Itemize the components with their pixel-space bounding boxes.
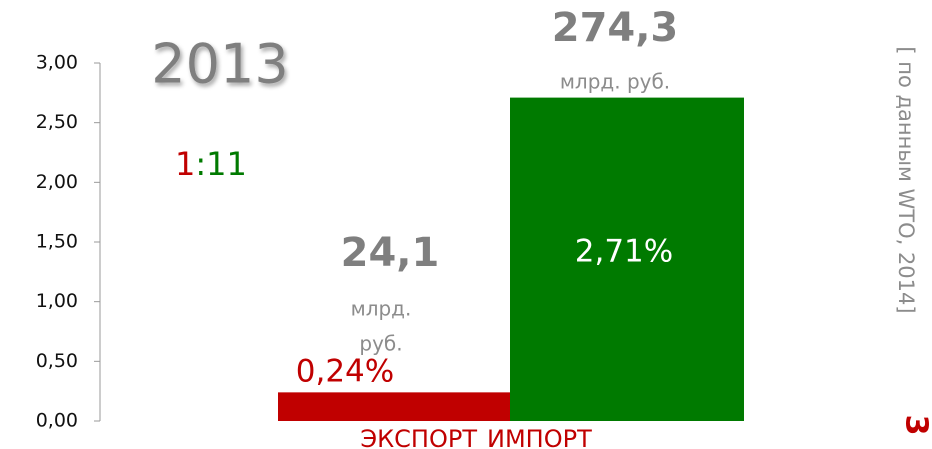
export-unit: млрд. (351, 297, 412, 321)
ratio-right: :11 (195, 145, 247, 183)
y-tick-label: 2,00 (36, 171, 78, 193)
canvas: 2013 1:11 24,1 млрд. руб. 274,3 млрд. ру… (36, 5, 932, 449)
y-tick-label: 3,00 (36, 52, 78, 74)
bar (278, 392, 512, 421)
import-amount: 274,3 (552, 5, 679, 51)
value-label: 0,24% (296, 354, 394, 390)
import-unit: млрд. руб. (560, 70, 670, 94)
ratio-left: 1 (175, 145, 195, 183)
y-tick-label: 2,50 (36, 111, 78, 133)
plot: 0,00 0,50 1,00 1,50 2,00 2,50 3,00 0,24% 2,71% ЭК… (36, 52, 744, 449)
y-tick-label: 0,50 (36, 350, 78, 372)
x-tick-label: ИМПОРТ (487, 425, 592, 449)
bar (510, 97, 744, 422)
y-tick-label: 1,00 (36, 290, 78, 312)
x-tick-label: ЭКСПОРТ (360, 425, 477, 449)
value-label: 2,71% (575, 234, 673, 270)
y-tick-label: 1,50 (36, 231, 78, 253)
source: [ по данным WTO, 2014] (894, 46, 918, 313)
export-amount: 24,1 (341, 230, 440, 276)
y-tick-label: 0,00 (36, 410, 78, 432)
year: 2013 (151, 33, 288, 96)
ratio: 1:11 (175, 145, 247, 183)
edge-text: 3 (899, 415, 932, 436)
export-unit: руб. (359, 332, 402, 356)
